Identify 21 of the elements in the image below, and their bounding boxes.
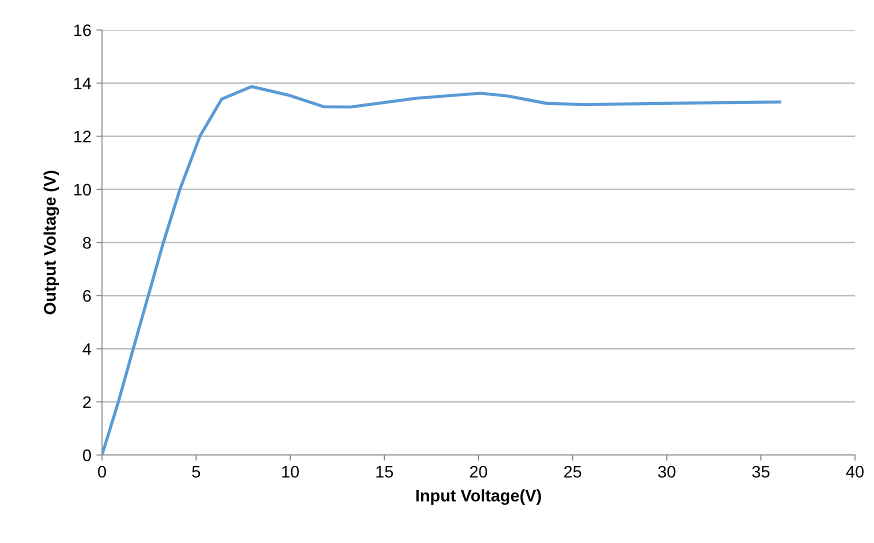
x-tick-label: 10 <box>282 466 299 478</box>
y-tick-label: 2 <box>83 396 91 408</box>
line-series <box>102 85 782 455</box>
x-axis-title: Input Voltage(V) <box>416 489 541 505</box>
y-tick-label: 4 <box>82 343 92 355</box>
x-tick-label: 5 <box>192 466 200 478</box>
y-axis-title: Output Voltage (V) <box>44 170 60 314</box>
y-tick-label: 12 <box>74 130 91 142</box>
y-tick-label: 10 <box>74 184 91 196</box>
x-tick-label: 0 <box>98 466 106 478</box>
x-tick-label: 15 <box>376 466 393 478</box>
x-tick-label: 30 <box>658 466 676 478</box>
y-tick-label: 14 <box>74 78 92 90</box>
y-tick-label: 16 <box>74 24 91 36</box>
x-tick-label: 40 <box>846 466 864 478</box>
x-tick-label: 25 <box>564 466 582 478</box>
x-tick-label: 35 <box>752 466 770 478</box>
y-tick-label: 8 <box>83 236 91 249</box>
y-tick-label: 6 <box>83 290 91 302</box>
y-tick-label: 0 <box>82 449 91 462</box>
x-tick-label: 20 <box>470 466 488 478</box>
